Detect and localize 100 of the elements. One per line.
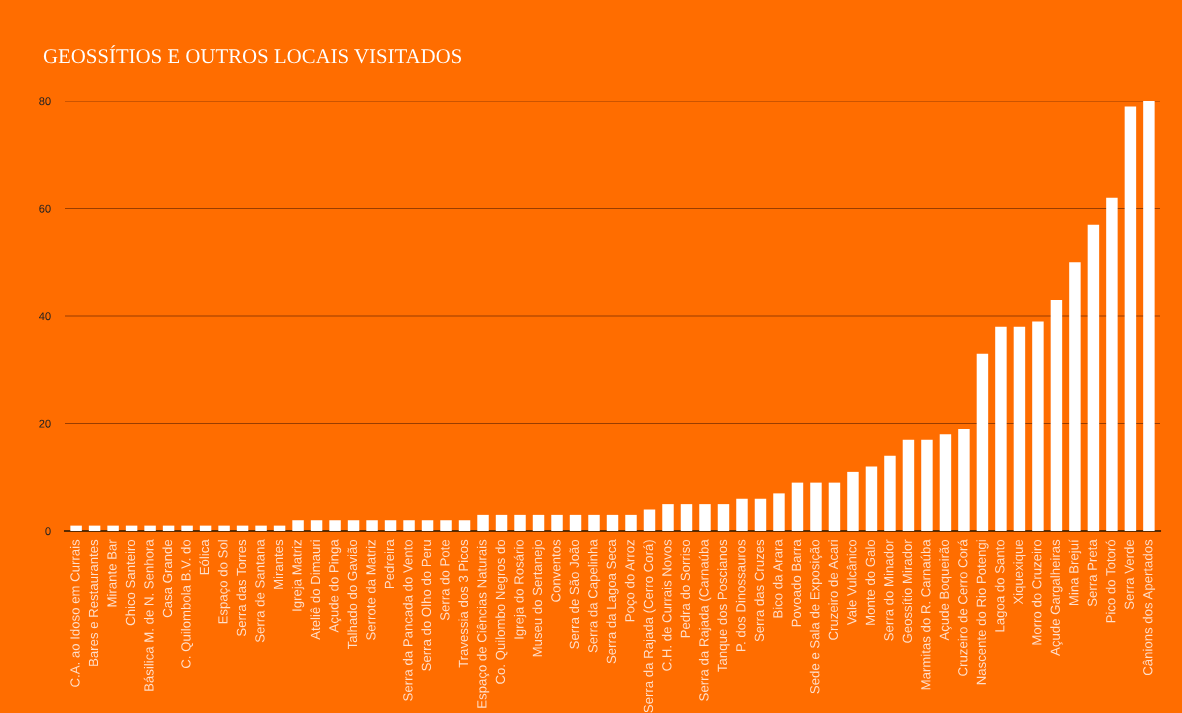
x-tick-label: Tanque dos Poscianos <box>717 539 730 672</box>
bar <box>310 520 323 531</box>
bar <box>625 514 637 531</box>
x-tick-label: Mirantes <box>273 539 284 589</box>
bar <box>699 504 711 531</box>
bar <box>865 466 878 531</box>
x-tick-label: Povoado Barra <box>791 539 802 627</box>
x-tick-label: Serra das Torres <box>236 539 247 637</box>
x-tick-label: Serra da Capelinha <box>587 539 601 653</box>
x-tick-label: Nascente do Rio Potengi <box>976 540 989 685</box>
x-tick-label: Sede e Sala de Exposição <box>809 539 823 694</box>
bar <box>551 514 563 531</box>
x-tick-label: Ateliê do Dimauri <box>310 540 321 640</box>
bar <box>828 482 841 531</box>
x-tick-label: Serra do Minador <box>883 539 894 641</box>
x-tick-label: Serra da Pancada do Vento <box>402 539 413 701</box>
x-tick-label: Cruzeiro de Cerro Corá <box>957 539 968 676</box>
bar <box>421 520 434 531</box>
x-tick-label: Igreja do Rosário <box>513 539 527 639</box>
x-tick-label: Açude do Pinga <box>328 539 342 633</box>
x-tick-label: Lagoa do Santo <box>994 539 1008 632</box>
x-tick-label: Travessia dos 3 Picos <box>458 539 469 668</box>
x-tick-label: Serra Verde <box>1124 539 1134 610</box>
y-tick-label: 40 <box>39 312 51 321</box>
x-tick-label: Serra do Pote <box>439 539 450 621</box>
bar <box>107 525 119 531</box>
bar <box>791 482 804 531</box>
x-tick-label: Pedreira <box>384 539 395 589</box>
bar <box>588 514 600 531</box>
x-tick-label: Bares e Restaurantes <box>88 539 99 666</box>
x-tick-label: Conventos <box>551 539 561 602</box>
bar <box>569 514 582 531</box>
bar <box>218 525 230 531</box>
bar <box>292 520 304 531</box>
bar <box>736 498 748 531</box>
x-tick-label: C.H. de Currais Novos <box>661 539 672 671</box>
x-tick-label: Serra de São João <box>569 539 580 649</box>
x-tick-label: Morro do Cruzeiro <box>1031 539 1042 645</box>
x-tick-label: Bico da Arara <box>772 539 783 618</box>
bar <box>477 514 489 531</box>
x-tick-label: Básilica M. de N. Senhora <box>143 539 154 691</box>
x-tick-label: Pedra do Sorriso <box>680 539 691 638</box>
bar <box>1124 106 1137 531</box>
bar <box>1143 101 1155 531</box>
bar <box>458 520 471 531</box>
bar <box>754 498 767 531</box>
x-tick-label: Marmitas do R. Carnaúba <box>920 539 931 690</box>
chart-title: GEOSSÍTIOS E OUTROS LOCAIS VISITADOS <box>43 45 461 64</box>
bar <box>255 525 267 531</box>
x-tick-label: Mirante Bar <box>106 539 117 607</box>
bar <box>384 520 397 531</box>
y-tick-label: 80 <box>39 97 51 106</box>
bar <box>1069 262 1081 531</box>
x-tick-label: Serrote da Matriz <box>365 539 376 640</box>
x-tick-label: Co. Quilombo Negros do <box>495 539 508 684</box>
x-tick-label: Monte do Galo <box>865 539 875 625</box>
bar <box>643 509 656 531</box>
bar <box>181 525 193 531</box>
bar <box>514 514 526 531</box>
y-tick-label: 60 <box>39 204 51 213</box>
bar <box>403 520 415 531</box>
x-tick-label: Cânions dos Apertados <box>1142 539 1156 676</box>
x-tick-label: Serra da Rajada (Cerro Corá) <box>643 540 656 713</box>
bar <box>1032 321 1044 531</box>
bar <box>440 520 452 531</box>
x-tick-label: Igreja Matriz <box>291 539 305 611</box>
x-tick-label: Açude Boqueirão <box>939 539 952 641</box>
x-tick-label: Serra da Lagoa Seca <box>606 539 619 664</box>
bar <box>532 514 545 531</box>
bar <box>70 525 82 531</box>
x-tick-label: Eólica <box>199 539 210 575</box>
bar <box>976 353 989 531</box>
bar <box>606 514 619 531</box>
bar <box>773 493 785 531</box>
bar <box>995 326 1007 531</box>
y-tick-label: 20 <box>39 419 51 428</box>
x-tick-label: Cruzeiro de Acari <box>828 540 838 640</box>
x-tick-label: C.A. ao Idoso em Currais <box>69 539 80 687</box>
x-tick-label: Serra da Rajada (Carnaúba <box>698 539 712 701</box>
bar <box>1050 299 1063 531</box>
x-tick-label: Talhado do Gavião <box>347 539 358 650</box>
x-tick-label: Serra Preta <box>1087 539 1097 607</box>
bar <box>662 504 674 531</box>
bar <box>144 525 156 531</box>
bar <box>884 455 896 531</box>
bar <box>958 428 970 531</box>
bar <box>717 504 730 531</box>
x-tick-label: Serra de Santana <box>254 539 265 643</box>
x-tick-label: Poço do Arroz <box>624 539 638 622</box>
x-tick-label: Serra das Cruzes <box>754 539 765 642</box>
x-tick-label: Xiquexique <box>1013 539 1026 605</box>
x-tick-label: Geossítio Mirador <box>902 539 912 643</box>
y-tick-label: 0 <box>45 527 51 536</box>
bar <box>939 434 952 531</box>
bar <box>347 520 360 531</box>
x-tick-label: C. Quilombola B.V. do <box>180 539 193 668</box>
x-tick-label: Mina Brejuí <box>1068 539 1082 605</box>
x-tick-label: P. dos Dinossauros <box>735 539 746 651</box>
x-tick-label: Açude Gargalheiras <box>1050 539 1063 656</box>
bar <box>1087 224 1100 531</box>
